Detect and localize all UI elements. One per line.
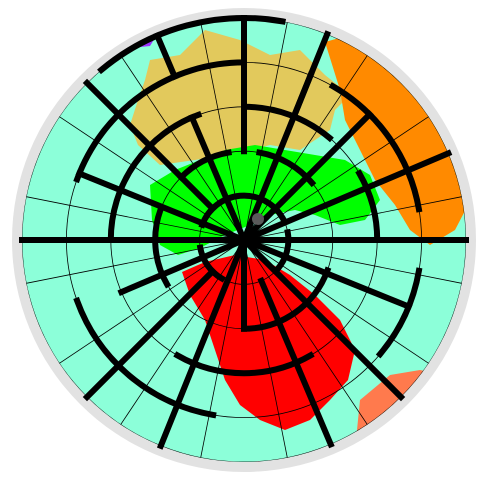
maze-wall-radial — [239, 110, 374, 245]
maze-center-icon — [239, 235, 249, 245]
grid-spoke — [243, 239, 368, 425]
maze-wall-radial — [156, 236, 248, 450]
grid-spoke — [120, 55, 245, 241]
maze-wall-arc — [355, 169, 381, 244]
maze-wall-arc — [73, 59, 248, 184]
maze-wall-arc — [240, 103, 334, 143]
maze-wall-arc — [97, 15, 287, 75]
maze-wall-arc — [196, 244, 226, 283]
maze-wall-arc — [240, 266, 332, 332]
landmass-europe — [130, 30, 350, 165]
grid-spoke — [243, 239, 429, 364]
grid-spoke — [200, 239, 245, 458]
maze-wall-radial — [117, 236, 248, 296]
maze-wall-radial — [240, 30, 332, 244]
maze-wall-radial — [153, 31, 179, 81]
circle-marker-icon[interactable] — [252, 213, 264, 225]
maze-wall-arc — [176, 149, 233, 182]
maze-wall-radial — [239, 235, 406, 402]
grid-spoke — [243, 239, 288, 458]
grid-spoke — [243, 239, 462, 284]
grid-spoke — [59, 239, 245, 364]
grid-spoke — [26, 239, 245, 284]
maze-wall-radial — [82, 78, 217, 213]
maze-wall-radial — [240, 149, 453, 244]
grid-spoke — [243, 55, 368, 241]
grid-spoke — [200, 22, 245, 241]
maze-wall-arc — [107, 110, 203, 244]
grid-spoke — [59, 116, 245, 241]
maze-walls — [19, 15, 469, 450]
grid-spoke — [120, 239, 245, 425]
landmass-asia — [325, 35, 466, 245]
grid-spoke — [243, 116, 429, 241]
grid-spoke — [26, 196, 245, 241]
maze-wall-arc — [73, 296, 217, 419]
maze-wall-radial — [257, 276, 335, 449]
maze-wall-radial — [188, 113, 248, 244]
maze-wall-radial — [82, 267, 217, 402]
maze-wall-arc — [328, 82, 423, 213]
maze-wall-arc — [152, 205, 172, 289]
grid-spoke — [243, 196, 462, 241]
maze-wall-radial — [289, 71, 315, 121]
maze-wall-radial — [240, 236, 413, 311]
maze-wall-radial — [75, 169, 248, 244]
maze-wall-arc — [375, 267, 423, 359]
grid-spoke — [243, 22, 288, 241]
maze-wall-arc — [273, 228, 292, 273]
